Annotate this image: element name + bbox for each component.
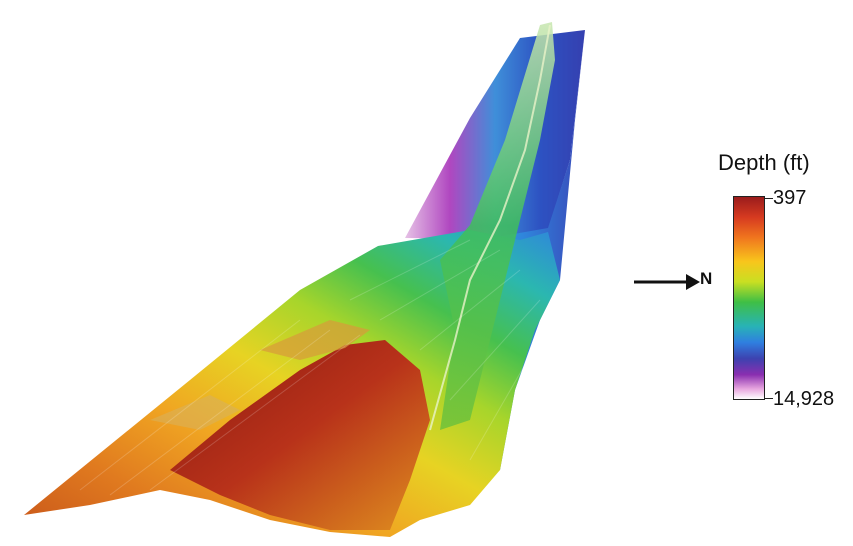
legend-max-label: 397: [773, 187, 807, 209]
north-label: N: [700, 269, 713, 288]
tick-max: [765, 198, 773, 199]
ridge-crest: [429, 24, 551, 431]
surface-texture: [79, 239, 546, 496]
tick-min: [765, 398, 773, 399]
steep-slope: [170, 340, 430, 530]
legend-min-label: 14,928: [773, 388, 835, 410]
terrace: [150, 395, 240, 430]
terrace: [260, 320, 370, 360]
depth-colorbar: [733, 196, 765, 400]
arrow-right-icon: [634, 274, 700, 290]
legend-title: Depth (ft): [718, 150, 810, 175]
